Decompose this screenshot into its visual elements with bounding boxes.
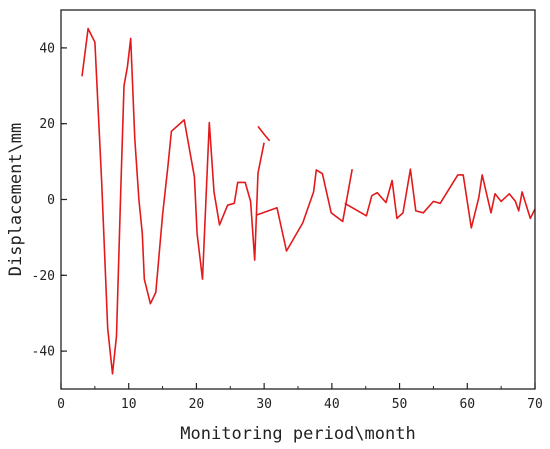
y-tick-label: 20 [39,117,55,132]
x-tick-label: 20 [189,397,205,412]
series-0-segment-1 [257,125,271,142]
x-axis-ticks: 0 10 20 30 40 50 60 70 [57,383,543,412]
y-tick-label: -40 [32,345,55,360]
y-axis-ticks: -40 -20 0 20 40 [32,41,67,360]
x-axis-title: Monitoring period\month [180,424,415,444]
y-tick-label: -20 [32,269,55,284]
series-0-segment-3 [344,168,536,229]
x-tick-label: 40 [324,397,340,412]
x-tick-label: 30 [256,397,272,412]
y-tick-label: 0 [47,193,55,208]
series-0-segment-0 [81,27,265,375]
x-tick-label: 60 [459,397,475,412]
x-tick-label: 0 [57,397,65,412]
series-layer [81,27,536,375]
y-axis-title: Displacement\mm [6,123,26,277]
series-0-segment-2 [256,169,353,252]
x-tick-label: 70 [527,397,543,412]
x-tick-label: 50 [392,397,408,412]
x-tick-label: 10 [121,397,137,412]
y-tick-label: 40 [39,41,55,56]
